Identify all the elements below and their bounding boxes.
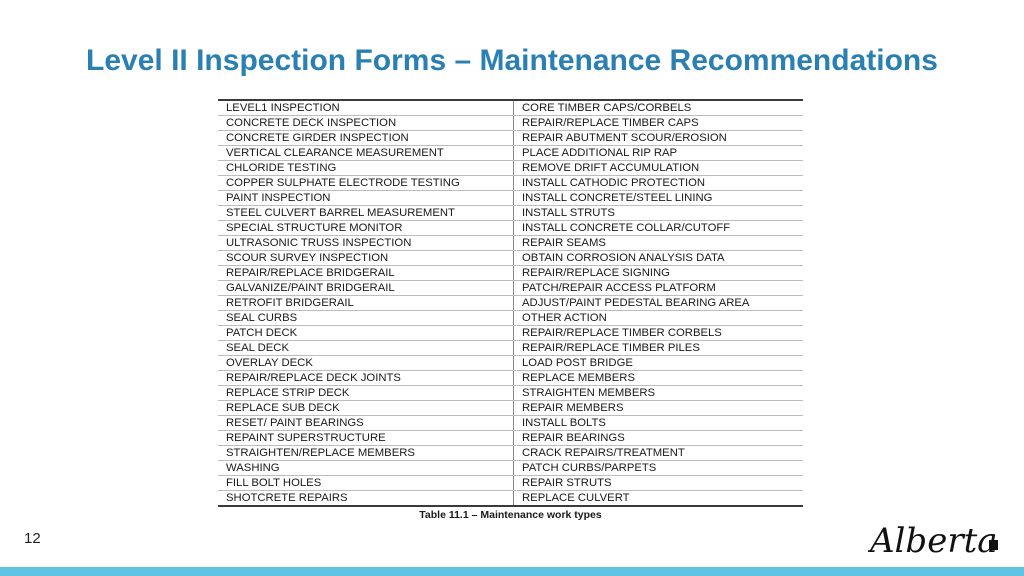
table-row: WASHING PATCH CURBS/PARPETS (218, 460, 803, 476)
table-cell-left: LEVEL1 INSPECTION (218, 100, 514, 116)
table-cell-right: CORE TIMBER CAPS/CORBELS (513, 100, 803, 116)
table-cell-right: INSTALL STRUTS (513, 205, 803, 221)
table-row: REPLACE STRIP DECK STRAIGHTEN MEMBERS (218, 385, 803, 401)
table-row: PAINT INSPECTION INSTALL CONCRETE/STEEL L… (218, 190, 803, 206)
table-row: CONCRETE GIRDER INSPECTION REPAIR ABUTMEN… (218, 130, 803, 146)
table-cell-left: FILL BOLT HOLES (218, 475, 514, 491)
table-cell-right: STRAIGHTEN MEMBERS (513, 385, 803, 401)
table-cell-left: STEEL CULVERT BARREL MEASUREMENT (218, 205, 514, 221)
table-cell-left: CHLORIDE TESTING (218, 160, 514, 176)
table-row: REPLACE SUB DECK REPAIR MEMBERS (218, 400, 803, 416)
table-cell-right: REMOVE DRIFT ACCUMULATION (513, 160, 803, 176)
table-cell-left: SPECIAL STRUCTURE MONITOR (218, 220, 514, 236)
table-cell-left: REPAINT SUPERSTRUCTURE (218, 430, 514, 446)
table-row: OVERLAY DECK LOAD POST BRIDGE (218, 355, 803, 371)
table-row: REPAIR/REPLACE DECK JOINTS REPLACE MEMBER… (218, 370, 803, 386)
table-cell-right: REPAIR ABUTMENT SCOUR/EROSION (513, 130, 803, 146)
table-row: COPPER SULPHATE ELECTRODE TESTING INSTALL… (218, 175, 803, 191)
table-body: LEVEL1 INSPECTION CORE TIMBER CAPS/CORBEL… (218, 100, 803, 506)
table-cell-left: SHOTCRETE REPAIRS (218, 490, 514, 506)
table-cell-left: CONCRETE GIRDER INSPECTION (218, 130, 514, 146)
bottom-accent-bar (0, 567, 1024, 576)
table-row: SCOUR SURVEY INSPECTION OBTAIN CORROSION … (218, 250, 803, 266)
table-row: RETROFIT BRIDGERAIL ADJUST/PAINT PEDESTAL… (218, 295, 803, 311)
table-cell-right: REPAIR/REPLACE TIMBER CORBELS (513, 325, 803, 341)
table-cell-left: PAINT INSPECTION (218, 190, 514, 206)
table-row: CONCRETE DECK INSPECTION REPAIR/REPLACE T… (218, 115, 803, 131)
table-cell-left: REPAIR/REPLACE DECK JOINTS (218, 370, 514, 386)
table-row: SEAL CURBS OTHER ACTION (218, 310, 803, 326)
svg-text:Alberta: Alberta (868, 521, 998, 561)
table-cell-left: COPPER SULPHATE ELECTRODE TESTING (218, 175, 514, 191)
table-cell-left: GALVANIZE/PAINT BRIDGERAIL (218, 280, 514, 296)
table-cell-right: INSTALL BOLTS (513, 415, 803, 431)
table-row: REPAINT SUPERSTRUCTURE REPAIR BEARINGS (218, 430, 803, 446)
table-cell-left: CONCRETE DECK INSPECTION (218, 115, 514, 131)
table-cell-left: REPLACE STRIP DECK (218, 385, 514, 401)
table-cell-right: INSTALL CATHODIC PROTECTION (513, 175, 803, 191)
table-row: FILL BOLT HOLES REPAIR STRUTS (218, 475, 803, 491)
table-cell-left: SEAL DECK (218, 340, 514, 356)
table-cell-right: PATCH/REPAIR ACCESS PLATFORM (513, 280, 803, 296)
page-number: 12 (24, 530, 41, 547)
table-cell-left: WASHING (218, 460, 514, 476)
table-row: SEAL DECK REPAIR/REPLACE TIMBER PILES (218, 340, 803, 356)
table-cell-right: PLACE ADDITIONAL RIP RAP (513, 145, 803, 161)
slide-title: Level II Inspection Forms – Maintenance … (86, 44, 938, 77)
table-cell-left: REPAIR/REPLACE BRIDGERAIL (218, 265, 514, 281)
table-cell-left: OVERLAY DECK (218, 355, 514, 371)
table-cell-right: REPAIR MEMBERS (513, 400, 803, 416)
table-cell-left: VERTICAL CLEARANCE MEASUREMENT (218, 145, 514, 161)
table-row: STRAIGHTEN/REPLACE MEMBERS CRACK REPAIRS/… (218, 445, 803, 461)
table-row: REPAIR/REPLACE BRIDGERAIL REPAIR/REPLACE … (218, 265, 803, 281)
maintenance-work-types-table: LEVEL1 INSPECTION CORE TIMBER CAPS/CORBEL… (218, 99, 803, 507)
table-cell-left: PATCH DECK (218, 325, 514, 341)
table-cell-left: REPLACE SUB DECK (218, 400, 514, 416)
table-cell-right: ADJUST/PAINT PEDESTAL BEARING AREA (513, 295, 803, 311)
table-cell-right: REPLACE MEMBERS (513, 370, 803, 386)
table-cell-right: OBTAIN CORROSION ANALYSIS DATA (513, 250, 803, 266)
table-cell-right: OTHER ACTION (513, 310, 803, 326)
table-caption: Table 11.1 – Maintenance work types (419, 509, 602, 521)
table-cell-left: STRAIGHTEN/REPLACE MEMBERS (218, 445, 514, 461)
table-row: LEVEL1 INSPECTION CORE TIMBER CAPS/CORBEL… (218, 100, 803, 116)
table-cell-right: REPAIR STRUTS (513, 475, 803, 491)
table-cell-right: REPAIR/REPLACE SIGNING (513, 265, 803, 281)
table-cell-left: SCOUR SURVEY INSPECTION (218, 250, 514, 266)
table-cell-right: INSTALL CONCRETE COLLAR/CUTOFF (513, 220, 803, 236)
table-row: CHLORIDE TESTING REMOVE DRIFT ACCUMULATIO… (218, 160, 803, 176)
table-cell-left: ULTRASONIC TRUSS INSPECTION (218, 235, 514, 251)
table-row: ULTRASONIC TRUSS INSPECTION REPAIR SEAMS (218, 235, 803, 251)
table-row: SHOTCRETE REPAIRS REPLACE CULVERT (218, 490, 803, 506)
table-row: GALVANIZE/PAINT BRIDGERAIL PATCH/REPAIR A… (218, 280, 803, 296)
work-types-table: LEVEL1 INSPECTION CORE TIMBER CAPS/CORBEL… (218, 99, 803, 507)
alberta-logo: Alberta (867, 516, 1002, 562)
table-row: RESET/ PAINT BEARINGS INSTALL BOLTS (218, 415, 803, 431)
table-row: STEEL CULVERT BARREL MEASUREMENT INSTALL … (218, 205, 803, 221)
table-row: VERTICAL CLEARANCE MEASUREMENT PLACE ADDI… (218, 145, 803, 161)
alberta-logo-icon: Alberta (867, 521, 998, 561)
table-cell-right: LOAD POST BRIDGE (513, 355, 803, 371)
table-cell-right: REPAIR SEAMS (513, 235, 803, 251)
table-cell-right: REPLACE CULVERT (522, 492, 630, 504)
table-cell-right: REPAIR/REPLACE TIMBER CAPS (513, 115, 803, 131)
table-cell-left: SEAL CURBS (218, 310, 514, 326)
table-cell-right: REPAIR/REPLACE TIMBER PILES (513, 340, 803, 356)
table-cell-right: REPAIR BEARINGS (513, 430, 803, 446)
table-cell-right: INSTALL CONCRETE/STEEL LINING (513, 190, 803, 206)
table-cell-left: RETROFIT BRIDGERAIL (218, 295, 514, 311)
table-row: PATCH DECK REPAIR/REPLACE TIMBER CORBELS (218, 325, 803, 341)
table-cell-right: CRACK REPAIRS/TREATMENT (513, 445, 803, 461)
table-cell-right: PATCH CURBS/PARPETS (513, 460, 803, 476)
table-cell-left: RESET/ PAINT BEARINGS (218, 415, 514, 431)
table-row: SPECIAL STRUCTURE MONITOR INSTALL CONCRET… (218, 220, 803, 236)
